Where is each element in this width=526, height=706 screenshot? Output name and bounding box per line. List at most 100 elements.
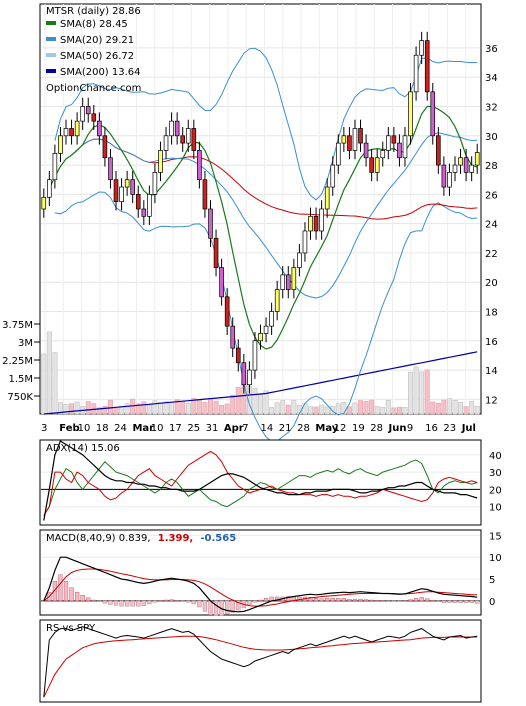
volume-bar [158, 402, 163, 415]
volume-axis-ticks: 750K 1.5M 2.25M 3M 3.75M [2, 320, 40, 403]
volume-bar [146, 404, 152, 415]
candle-body [41, 196, 47, 210]
volume-bar [385, 399, 391, 415]
candle-body [413, 54, 419, 93]
series-macd-histogram [230, 600, 235, 613]
price-tick-label: 34 [485, 73, 498, 84]
series-plus-di [43, 459, 478, 516]
indicator-tick-label: 20 [489, 485, 502, 496]
series-macd-histogram [58, 574, 63, 602]
series-macd-histogram [124, 600, 130, 607]
series-macd-histogram [52, 581, 58, 602]
x-tick-label: 16 [425, 423, 438, 434]
x-tick-label: May [315, 423, 338, 434]
volume-bar [413, 366, 419, 415]
candle-body [152, 172, 158, 195]
macd-label: MACD(8,40,9) 0.839, 1.399, -0.565 [46, 533, 236, 544]
series-macd-histogram [319, 598, 324, 602]
series-macd-histogram [447, 600, 452, 603]
candle-body [380, 150, 386, 159]
volume-bar [57, 402, 63, 415]
candle-body [147, 194, 152, 217]
candle-body [324, 186, 330, 210]
candle-body [402, 135, 408, 159]
candle-body [108, 157, 113, 181]
volume-bar [191, 398, 197, 415]
volume-bar [263, 390, 269, 415]
x-tick-label: 14 [261, 423, 274, 434]
series-macd-histogram [358, 598, 363, 602]
candle-body [291, 267, 297, 290]
volume-bar [291, 400, 297, 415]
series-macd-histogram [247, 600, 252, 606]
candle-body [219, 267, 224, 298]
series-minus-di [43, 450, 478, 516]
price-tick-label: 26 [485, 190, 498, 201]
volume-bar [346, 406, 352, 415]
candle-body [241, 362, 247, 386]
x-tick-label: 9 [407, 423, 413, 434]
series-macd-histogram [147, 600, 152, 605]
volume-bar [163, 401, 169, 415]
candle-body [319, 208, 324, 232]
volume-bar [213, 400, 219, 415]
legend-sma200: SMA(200) 13.64 [60, 67, 141, 78]
candle-body [447, 172, 452, 188]
x-tick-label: 7 [242, 423, 248, 434]
candle-body [185, 128, 191, 144]
candle-body [74, 120, 80, 137]
series-macd-histogram [413, 598, 419, 602]
candle-body [135, 194, 141, 210]
series-macd-histogram [63, 581, 69, 602]
series-macd-histogram [430, 600, 435, 602]
candle-body [274, 289, 280, 312]
legend-sma8: SMA(8) 28.45 [60, 19, 128, 30]
volume-bar [208, 398, 213, 415]
indicator-tick-label: 15 [489, 531, 502, 542]
volume-tick-label: 3.75M [2, 320, 33, 331]
candle-body [119, 186, 124, 203]
volume-bar [130, 398, 136, 415]
series-macd-histogram [80, 595, 85, 602]
price-tick-label: 14 [485, 366, 498, 377]
volume-bar [252, 387, 258, 415]
indicator-tick-label: 10 [489, 503, 502, 514]
volume-bar [463, 406, 469, 415]
x-tick-label: 18 [96, 423, 109, 434]
candle-body [352, 128, 358, 151]
x-tick-label: Apr [224, 423, 244, 434]
series-macd-histogram [225, 600, 230, 615]
candle-body [336, 142, 341, 166]
candle-body [347, 135, 352, 151]
series-macd-histogram [97, 600, 102, 602]
price-tick-label: 30 [485, 132, 498, 143]
price-tick-label: 24 [485, 220, 498, 231]
volume-bar [419, 371, 425, 415]
series-band-upper [54, 47, 478, 201]
candle-body [308, 215, 313, 232]
series-macd-histogram [41, 600, 46, 602]
volume-bar [46, 331, 52, 415]
volume-bar [335, 403, 341, 415]
price-tick-label: 22 [485, 249, 498, 260]
legend-swatch-sma50 [46, 53, 56, 57]
candle-body [163, 135, 169, 151]
series-macd-histogram [136, 600, 141, 607]
candle-body [369, 157, 374, 173]
volume-bar [302, 402, 308, 415]
candle-body [69, 128, 74, 137]
series-macd-histogram [352, 598, 358, 602]
volume-bar [330, 405, 336, 415]
volume-bar [113, 407, 119, 415]
candle-body [213, 237, 219, 268]
volume-tick-label: 750K [7, 392, 33, 403]
volume-bar [396, 406, 402, 415]
volume-bar [235, 386, 241, 415]
adx-plot: 10 20 30 40 [41, 440, 502, 521]
candle-body [47, 179, 52, 198]
candle-body [474, 152, 480, 166]
series-macd-histogram [158, 600, 163, 602]
volume-bar [102, 406, 108, 415]
